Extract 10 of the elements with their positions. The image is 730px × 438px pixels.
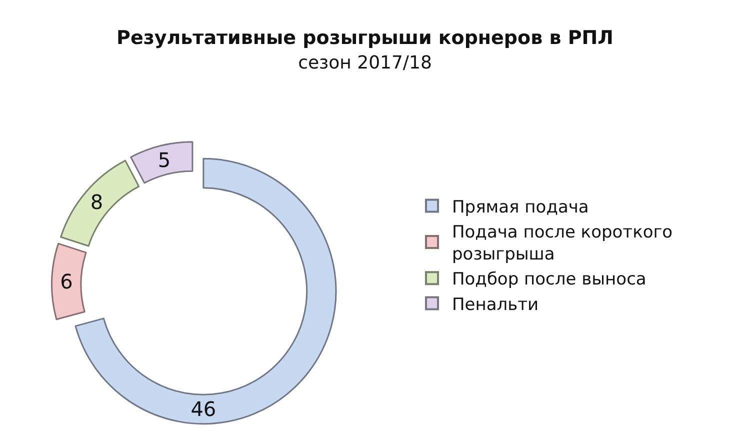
- chart-title: Результативные розыгрыши корнеров в РПЛ: [116, 26, 614, 49]
- chart-subtitle: сезон 2017/18: [298, 52, 432, 74]
- legend-label: Прямая подача: [452, 197, 589, 218]
- data-label: 6: [60, 270, 73, 294]
- data-label: 8: [90, 190, 104, 214]
- data-label: 5: [158, 148, 171, 172]
- data-label: 46: [190, 396, 216, 421]
- legend-label: Пенальти: [452, 294, 539, 315]
- legend-label: Подбор после выноса: [452, 270, 646, 290]
- legend-label: Подача после короткого розыгрыша: [452, 222, 673, 265]
